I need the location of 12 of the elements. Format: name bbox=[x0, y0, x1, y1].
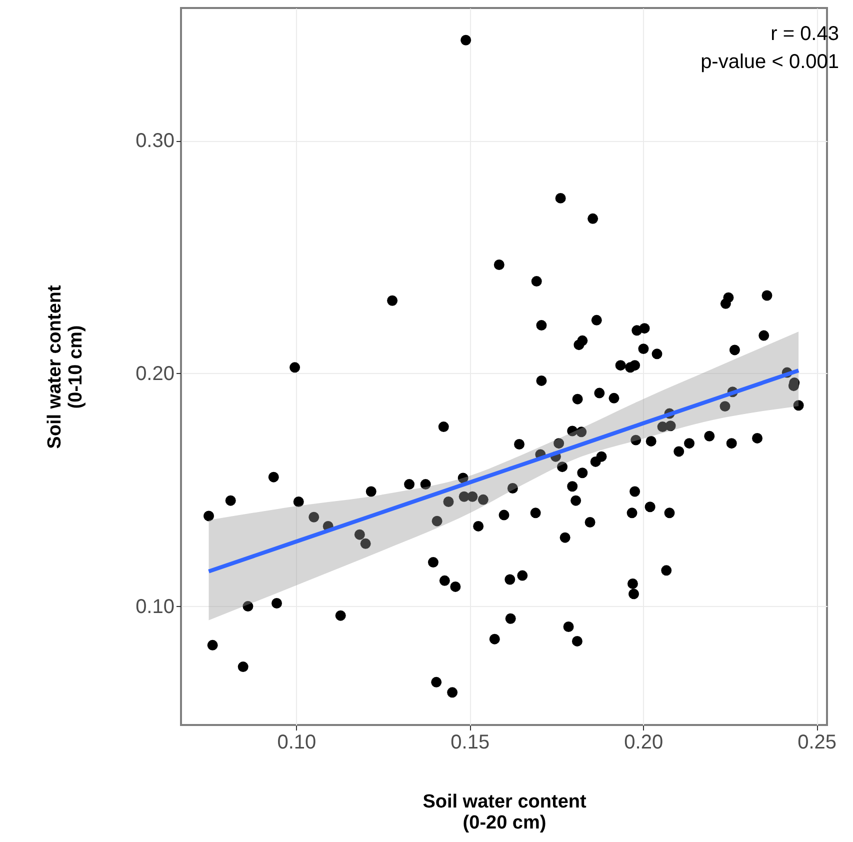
y-axis-title: Soil water content (0-10 cm) bbox=[44, 284, 87, 449]
line-series bbox=[206, 368, 801, 574]
y-tick-label: 0.30 bbox=[136, 130, 174, 152]
y-tick-label: 0.10 bbox=[136, 596, 174, 618]
annotation: p-value < 0.001 bbox=[700, 51, 839, 73]
x-tick-label: 0.20 bbox=[624, 732, 664, 754]
x-axis-title: Soil water content (0-20 cm) bbox=[422, 792, 587, 834]
x-tick-label: 0.15 bbox=[450, 732, 490, 754]
x-tick-label: 0.25 bbox=[798, 732, 837, 754]
annotation: r = 0.43 bbox=[770, 23, 839, 45]
x-tick-label: 0.10 bbox=[277, 732, 316, 754]
y-tick-label: 0.20 bbox=[136, 362, 174, 385]
